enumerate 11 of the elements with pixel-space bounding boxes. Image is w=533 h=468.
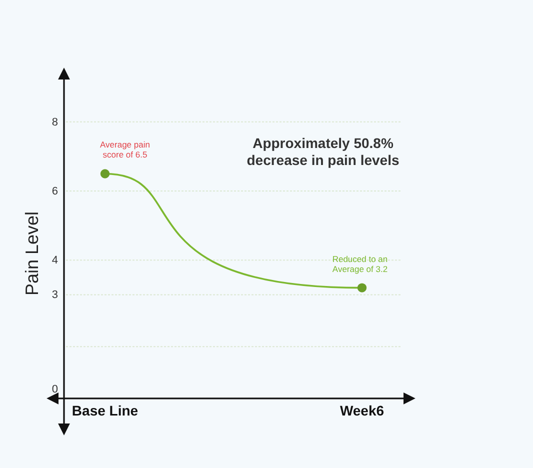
y-tick-label: 4 <box>52 254 58 267</box>
annotation: Approximately 50.8% decrease in pain levels <box>246 135 400 168</box>
x-tick-label: Week6 <box>340 402 384 418</box>
y-tick-label: 0 <box>52 383 58 396</box>
x-tick-label: Base Line <box>72 402 138 418</box>
y-tick-label: 3 <box>52 289 58 302</box>
y-tick-label: 8 <box>52 116 58 128</box>
annotation: Reduced to an Average of 3.2 <box>332 254 388 274</box>
y-tick-label: 6 <box>52 186 58 198</box>
annotation: Average pain score of 6.5 <box>100 140 150 160</box>
y-axis-title: Pain Level <box>22 211 42 296</box>
